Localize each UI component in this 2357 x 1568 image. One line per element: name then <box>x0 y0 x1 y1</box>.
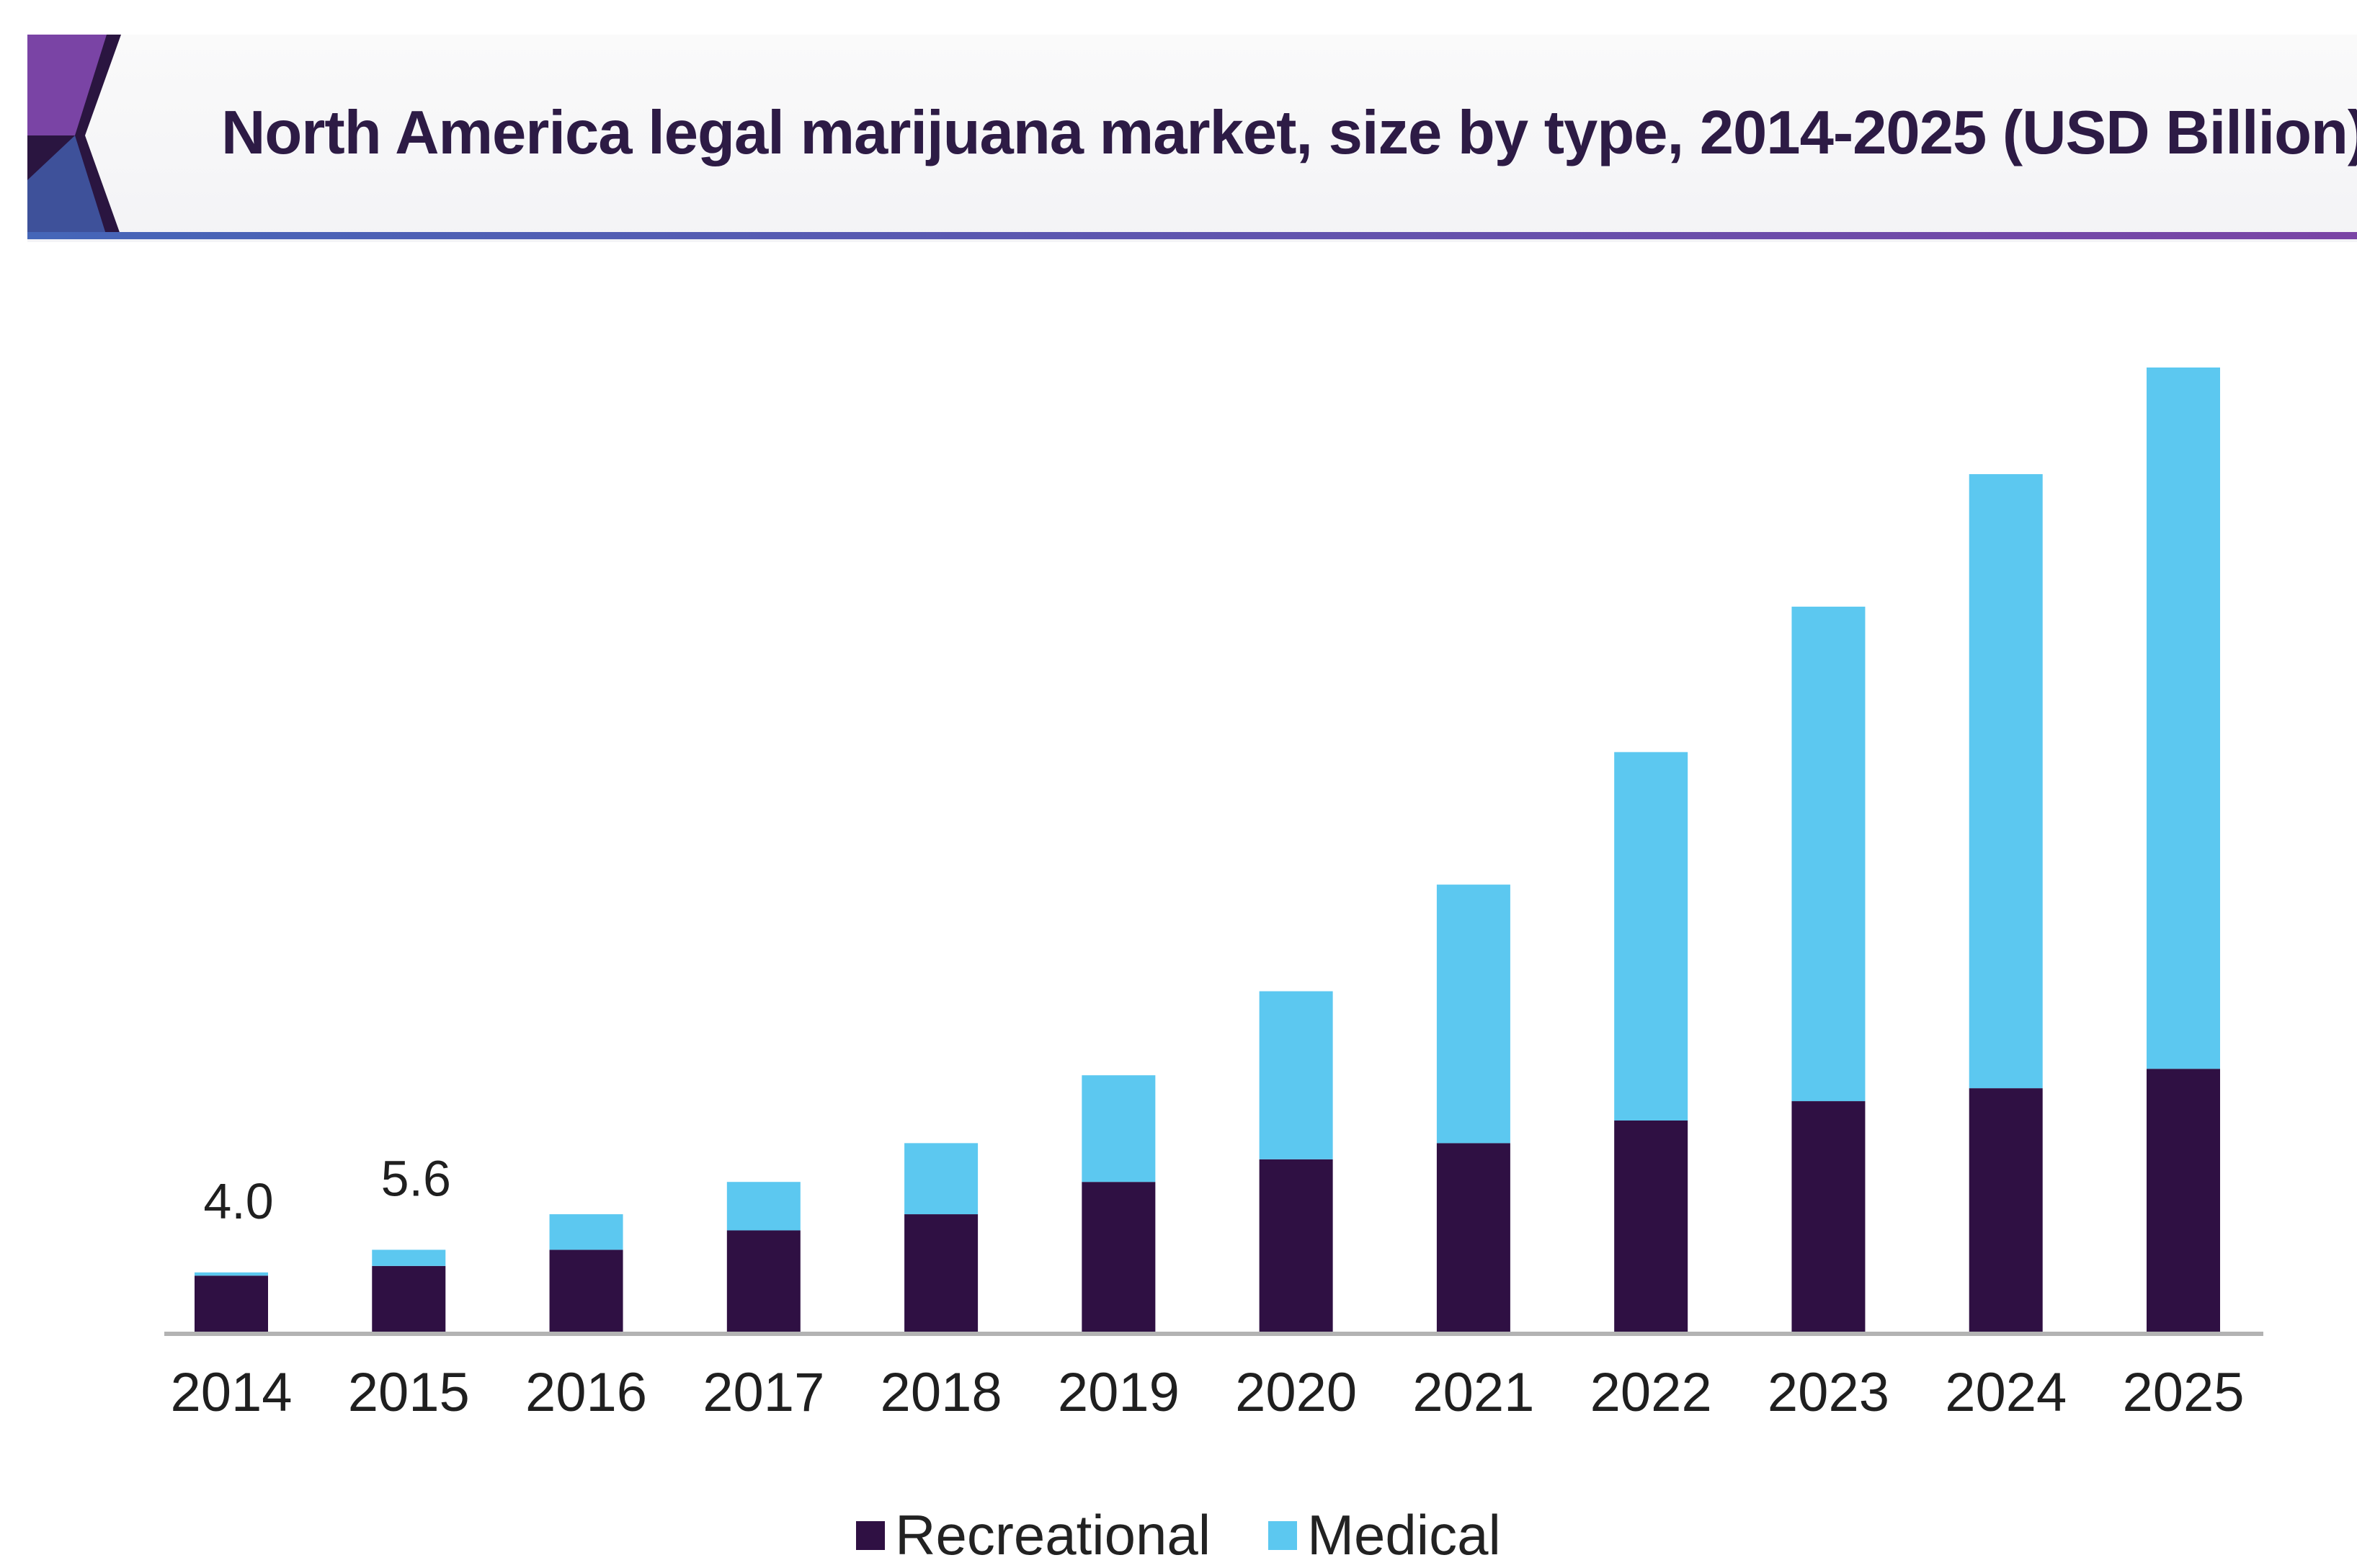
legend-swatch-medical <box>1268 1520 1298 1550</box>
x-tick-label: 2021 <box>1412 1362 1534 1423</box>
header-underline <box>27 232 2357 239</box>
header-chevron-blue <box>27 135 107 236</box>
header-chevron-purple <box>27 35 107 135</box>
bar-recreational-2018 <box>904 1214 979 1334</box>
bar-recreational-2016 <box>549 1250 623 1334</box>
x-tick-label: 2017 <box>703 1362 824 1423</box>
x-tick-label: 2024 <box>1945 1362 2067 1423</box>
legend-swatch-recreational <box>856 1520 886 1550</box>
header-band <box>27 35 2357 242</box>
bar-medical-2016 <box>549 1214 623 1250</box>
legend: Recreational Medical <box>0 1502 2357 1568</box>
x-tick-label: 2019 <box>1058 1362 1180 1423</box>
bar-medical-2020 <box>1259 991 1333 1159</box>
bar-recreational-2024 <box>1969 1088 2043 1334</box>
x-tick-label: 2018 <box>881 1362 1002 1423</box>
header-logo-chevron <box>27 35 121 236</box>
bar-medical-2018 <box>904 1143 979 1215</box>
data-label-2015: 5.6 <box>381 1150 451 1206</box>
bar-medical-2019 <box>1082 1075 1156 1182</box>
x-tick-label: 2015 <box>348 1362 470 1423</box>
x-tick-label: 2023 <box>1768 1362 1889 1423</box>
bar-medical-2021 <box>1436 884 1510 1144</box>
legend-label-recreational: Recreational <box>895 1503 1211 1567</box>
bar-recreational-2021 <box>1436 1143 1510 1334</box>
bar-medical-2017 <box>726 1182 801 1231</box>
data-labels: 4.0 5.6 <box>203 1150 451 1229</box>
bar-medical-2015 <box>372 1250 446 1266</box>
bar-medical-2025 <box>2147 368 2220 1069</box>
chart-title: North America legal marijuana market, si… <box>221 99 2357 167</box>
bar-medical-2024 <box>1969 474 2043 1089</box>
bar-recreational-2014 <box>195 1275 268 1334</box>
legend-item-recreational: Recreational <box>856 1502 1211 1568</box>
bar-recreational-2022 <box>1614 1120 1688 1334</box>
bar-medical-2023 <box>1791 606 1866 1102</box>
legend-label-medical: Medical <box>1307 1503 1501 1567</box>
bar-recreational-2017 <box>726 1230 801 1334</box>
bar-recreational-2023 <box>1791 1101 1866 1334</box>
data-label-2014: 4.0 <box>203 1173 273 1229</box>
bar-recreational-2015 <box>372 1265 446 1334</box>
legend-item-medical: Medical <box>1268 1502 1501 1568</box>
x-tick-labels: 2014 2015 2016 2017 2018 2019 2020 2021 2022 2023… <box>170 1362 2244 1423</box>
bar-recreational-2025 <box>2147 1069 2220 1334</box>
bar-medical-2022 <box>1614 752 1688 1121</box>
bar-recreational-2020 <box>1259 1159 1333 1334</box>
bar-recreational-2019 <box>1082 1182 1156 1334</box>
bar-medical-2014 <box>195 1272 268 1276</box>
bars-layer <box>195 368 2220 1334</box>
x-tick-label: 2022 <box>1590 1362 1712 1423</box>
x-tick-label: 2016 <box>525 1362 647 1423</box>
x-tick-label: 2020 <box>1235 1362 1357 1423</box>
x-tick-label: 2025 <box>2122 1362 2244 1423</box>
x-tick-label: 2014 <box>170 1362 292 1423</box>
